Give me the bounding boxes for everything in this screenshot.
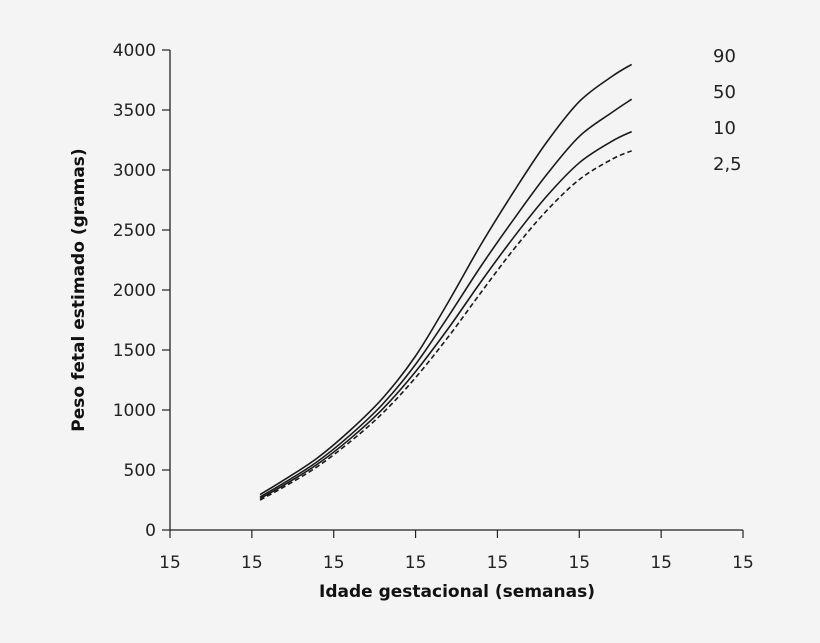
axes <box>169 50 743 531</box>
series-label: 90 <box>713 46 736 67</box>
x-tick-label: 15 <box>650 553 672 573</box>
ticks: 0 500 1000 1500 2000 2500 3000 3500 4000 15 15 15 15… <box>113 41 754 573</box>
x-tick-label: 15 <box>732 553 754 573</box>
y-tick-label: 3000 <box>113 161 156 181</box>
series-label: 10 <box>713 118 736 139</box>
series-line-50 <box>259 98 633 498</box>
x-tick-label: 15 <box>241 553 263 573</box>
x-tick-label: 15 <box>159 553 181 573</box>
x-tick-label: 15 <box>323 553 345 573</box>
x-tick-label: 15 <box>487 553 509 573</box>
y-tick-label: 1000 <box>113 401 156 421</box>
y-tick-label: 4000 <box>113 41 156 61</box>
y-tick-label: 1500 <box>113 341 156 361</box>
x-axis-title: Idade gestacional (semanas) <box>319 582 595 602</box>
y-tick-label: 2500 <box>113 221 156 241</box>
series-line-90 <box>259 63 633 496</box>
x-tick-label: 15 <box>405 553 427 573</box>
y-tick-label: 0 <box>145 521 156 541</box>
series-label: 2,5 <box>713 154 742 175</box>
series-line-10 <box>259 130 633 500</box>
y-axis-title: Peso fetal estimado (gramas) <box>69 148 89 431</box>
y-tick-label: 3500 <box>113 101 156 121</box>
x-tick-label: 15 <box>568 553 590 573</box>
series-labels: 90 50 10 2,5 <box>713 46 742 175</box>
series-line-2-5 <box>259 150 632 501</box>
series-lines <box>259 63 633 501</box>
series-label: 50 <box>713 82 736 103</box>
y-tick-label: 500 <box>124 461 156 481</box>
y-tick-label: 2000 <box>113 281 156 301</box>
